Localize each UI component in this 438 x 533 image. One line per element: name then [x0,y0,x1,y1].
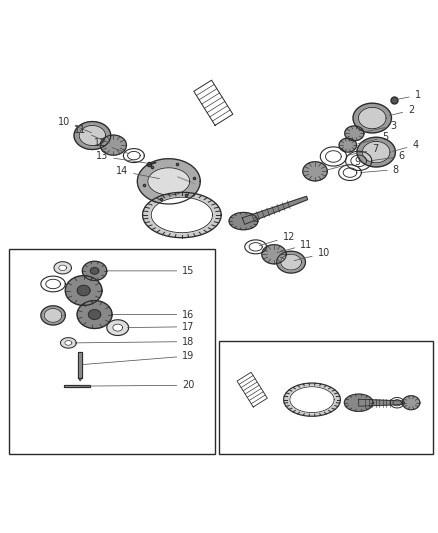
Polygon shape [143,192,221,238]
Text: 8: 8 [362,165,399,175]
Polygon shape [54,262,71,274]
Bar [10,249,215,454]
Text: 7: 7 [346,144,378,156]
Text: 15: 15 [108,266,194,276]
Polygon shape [344,394,373,411]
Polygon shape [41,306,65,325]
Polygon shape [65,276,102,305]
Polygon shape [262,245,286,264]
Polygon shape [74,122,111,149]
Polygon shape [353,103,392,133]
Polygon shape [107,320,129,335]
Text: 3: 3 [364,121,397,132]
Polygon shape [44,309,62,322]
Text: 1: 1 [398,91,421,100]
Polygon shape [59,265,67,271]
Text: 17: 17 [127,322,194,332]
Polygon shape [357,138,396,167]
Polygon shape [229,213,258,230]
Text: 11: 11 [277,240,312,253]
Text: 10: 10 [294,248,330,261]
Polygon shape [151,197,212,233]
Polygon shape [77,301,112,328]
Polygon shape [177,177,195,184]
Polygon shape [362,141,390,163]
Text: 20: 20 [80,380,194,390]
Polygon shape [138,159,200,204]
Polygon shape [90,268,99,274]
Polygon shape [65,341,72,345]
Polygon shape [77,285,90,296]
Polygon shape [290,387,334,413]
Polygon shape [277,251,305,273]
Polygon shape [82,261,107,280]
Polygon shape [60,338,76,348]
Polygon shape [345,126,364,141]
Polygon shape [339,138,357,152]
Polygon shape [281,254,301,270]
Text: 14: 14 [116,166,159,179]
Polygon shape [403,395,420,410]
Polygon shape [284,383,340,416]
Polygon shape [64,385,90,387]
Text: 5: 5 [358,132,389,143]
Polygon shape [100,135,127,155]
Text: 2: 2 [389,105,414,116]
Text: 13: 13 [96,151,146,163]
Polygon shape [358,107,386,129]
Polygon shape [303,161,327,181]
Text: 18: 18 [75,337,194,346]
Text: 12: 12 [259,232,295,246]
Text: 6: 6 [372,151,405,161]
Text: 9: 9 [328,157,361,169]
Text: 10: 10 [58,117,92,133]
Polygon shape [148,168,190,195]
Text: 11: 11 [74,125,110,143]
Polygon shape [78,352,82,378]
Text: 4: 4 [393,140,419,151]
Polygon shape [359,399,403,406]
Text: 16: 16 [113,310,194,319]
Polygon shape [79,125,106,146]
Text: 12: 12 [94,139,129,154]
Text: 19: 19 [83,351,194,365]
Polygon shape [242,196,307,224]
Polygon shape [88,310,101,319]
Bar [219,341,433,454]
Polygon shape [113,324,123,331]
